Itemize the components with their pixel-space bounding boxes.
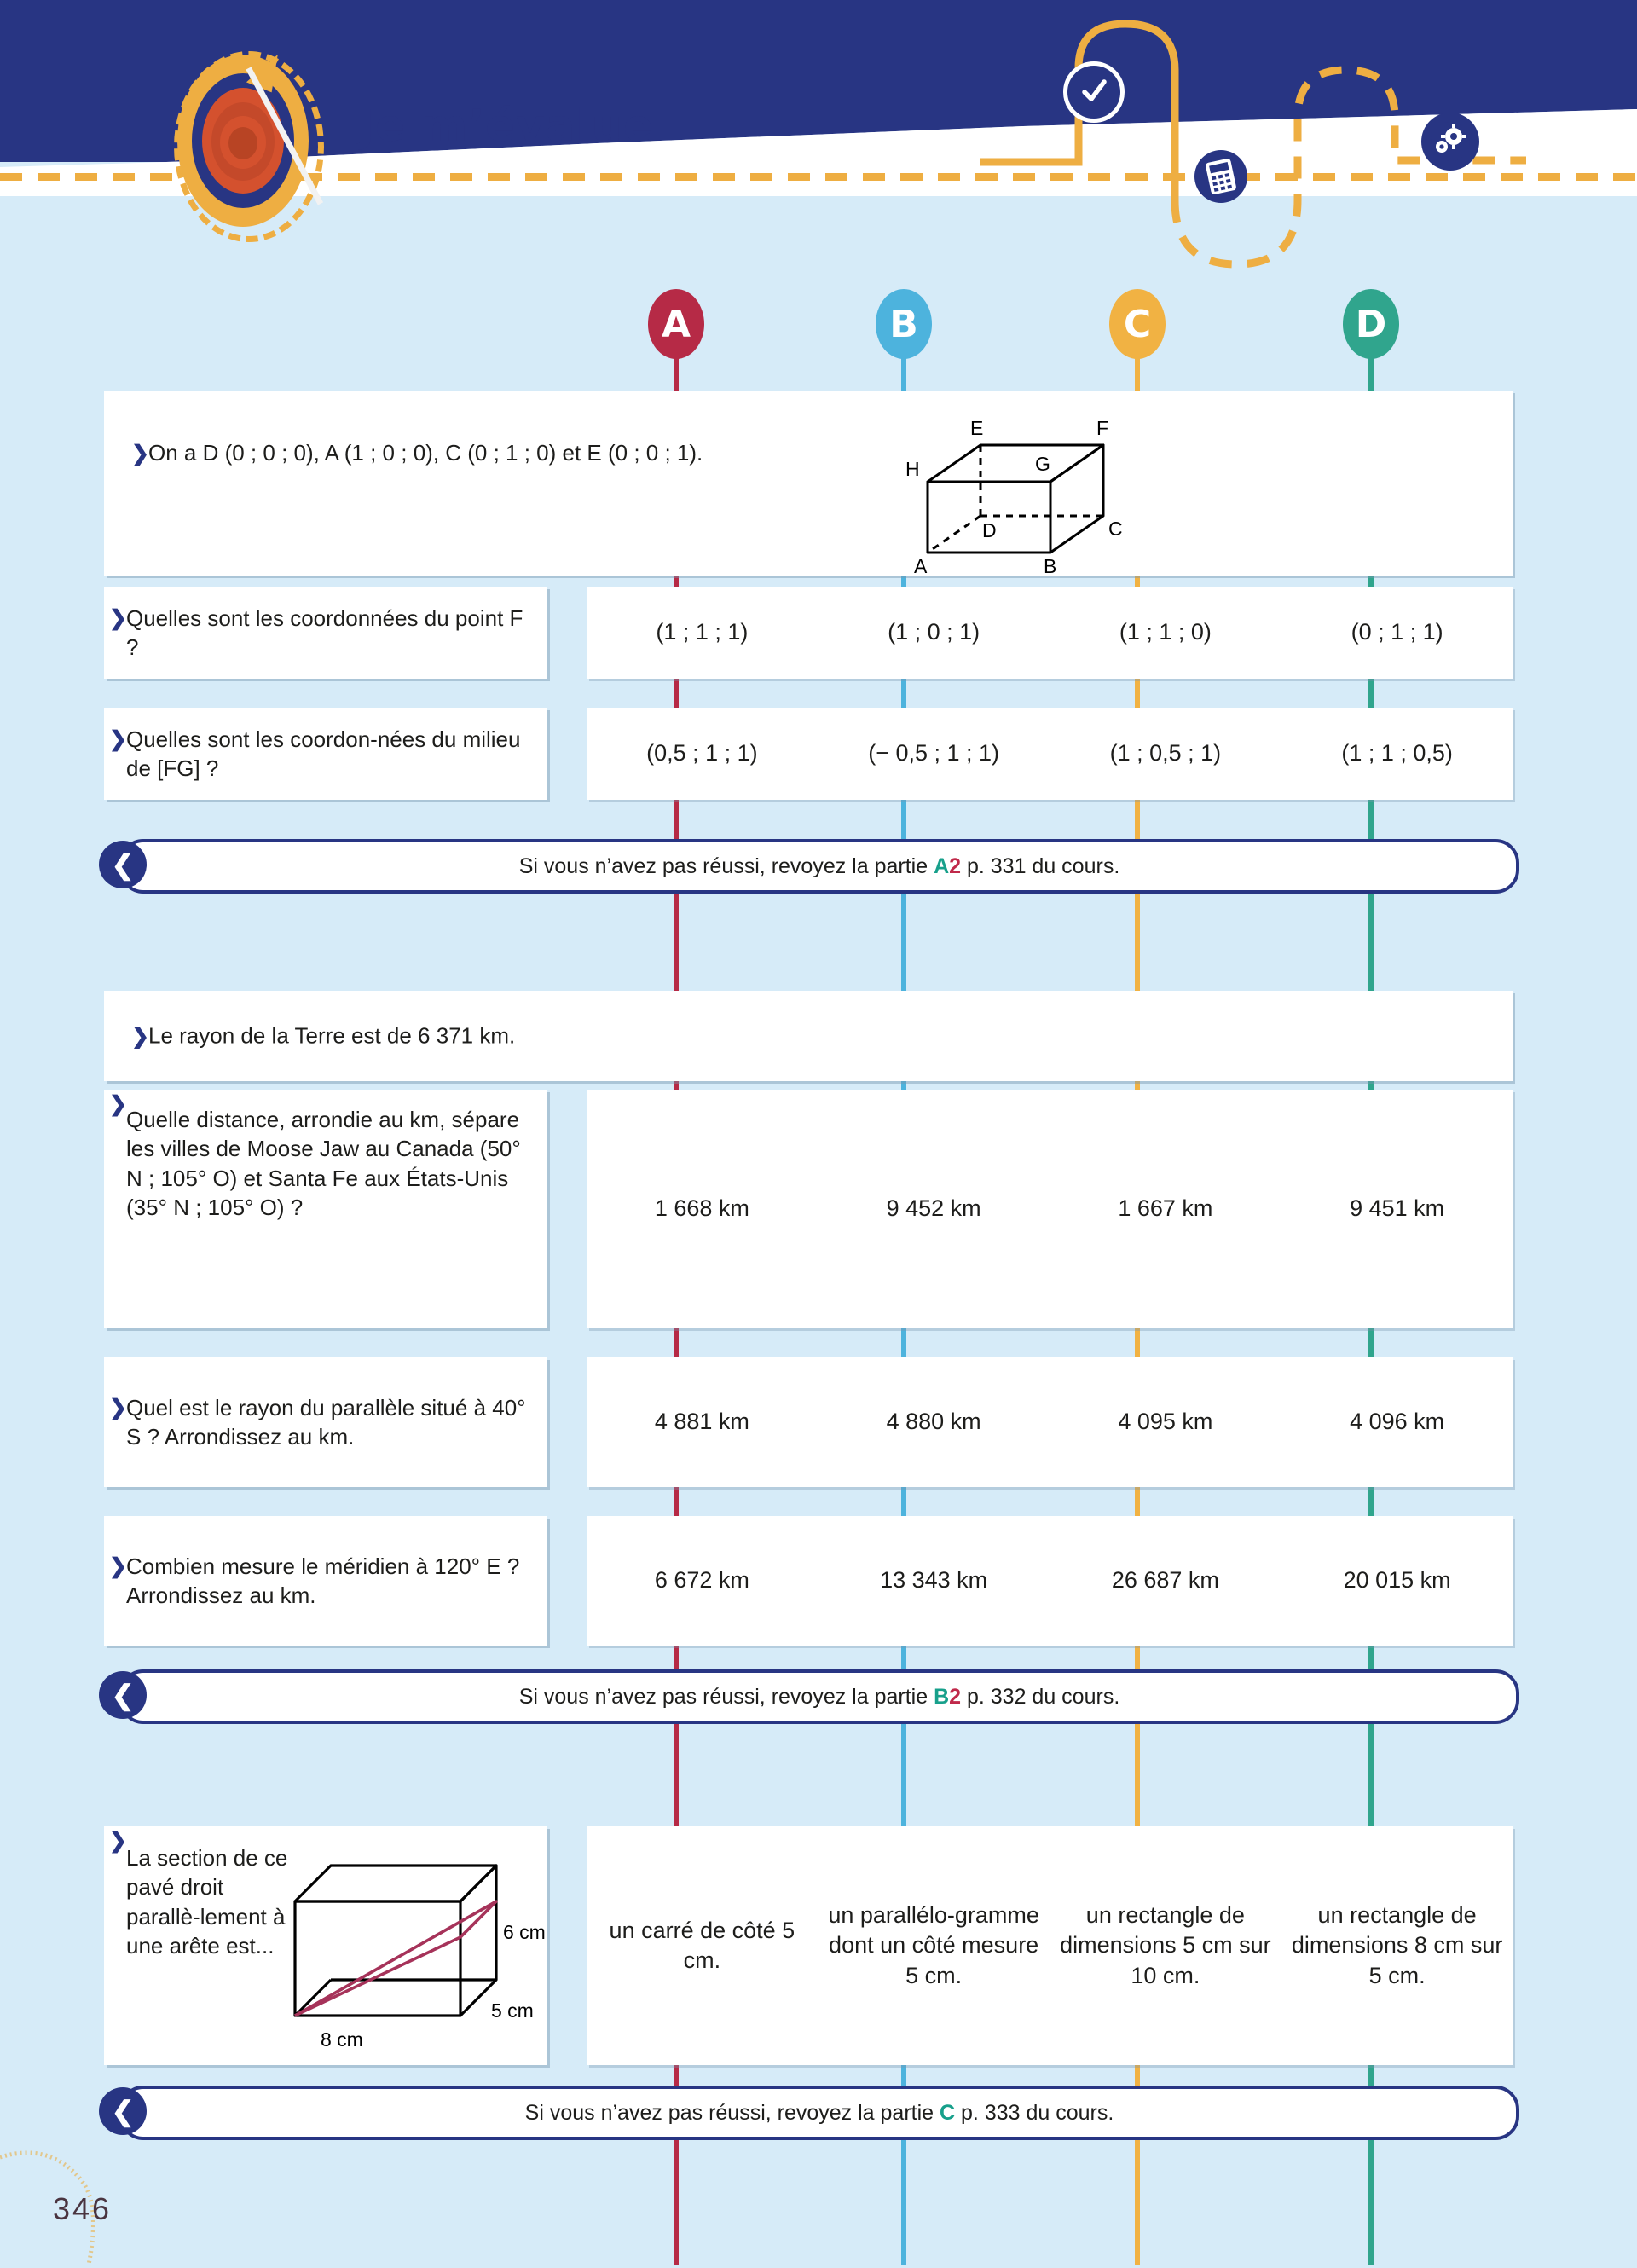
block-1-question-2-card: ❯ Quelles sont les coordon-­nées du mili… <box>104 708 547 800</box>
block-1-question-1-answers: (1 ; 1 ; 1) (1 ; 0 ; 1) (1 ; 1 ; 0) (0 ;… <box>587 587 1513 679</box>
answer-option-a[interactable]: (1 ; 1 ; 1) <box>587 587 818 679</box>
svg-text:6 cm: 6 cm <box>503 1921 546 1943</box>
block-2-question-2-answers: 4 881 km 4 880 km 4 095 km 4 096 km <box>587 1357 1513 1487</box>
block-1-hint-banner[interactable]: ❮ Si vous n’avez pas réussi, revoyez la … <box>99 839 1519 894</box>
block-2-question-3-card: ❯ Combien mesure le méridien à 120° E ? … <box>104 1516 547 1646</box>
cuboid-section-figure: 8 cm 6 cm 5 cm <box>293 1864 546 2051</box>
svg-text:C: C <box>1108 518 1123 540</box>
option-head-a[interactable]: A <box>648 289 704 359</box>
block-1-statement: ❯ On a D (0 ; 0 ; 0), A (1 ; 0 ; 0), C (… <box>104 391 1513 577</box>
chevron-right-icon: ❯ <box>109 605 127 630</box>
answer-option-b[interactable]: un parallélo-gramme dont un côté mesure … <box>818 1826 1050 2065</box>
chevron-right-icon: ❯ <box>109 1553 127 1578</box>
answer-option-d[interactable]: (1 ; 1 ; 0,5) <box>1341 740 1453 767</box>
footer-decorative-curve <box>0 2150 95 2265</box>
chevron-right-icon: ❯ <box>131 442 149 466</box>
block-2-statement: ❯ Le rayon de la Terre est de 6 371 km. <box>104 991 1513 1081</box>
calculator-icon <box>1194 150 1247 203</box>
answer-option-a[interactable]: 4 881 km <box>587 1357 818 1487</box>
page-header: Je m’évalue <box>0 0 1637 269</box>
answer-option-d[interactable]: 20 015 km <box>1343 1567 1451 1594</box>
block-3-hint-text: Si vous n’avez pas réussi, revoyez la pa… <box>524 2100 1114 2125</box>
block-2-question-1-answers: 1 668 km 9 452 km 1 667 km 9 451 km <box>587 1090 1513 1328</box>
answer-option-d[interactable]: 9 451 km <box>1350 1195 1445 1222</box>
answer-option-c[interactable]: (1 ; 0,5 ; 1) <box>1050 708 1282 800</box>
block-1-statement-text: ❯ On a D (0 ; 0 ; 0), A (1 ; 0 ; 0), C (… <box>131 440 703 466</box>
svg-text:5 cm: 5 cm <box>491 1999 534 2022</box>
block-2-question-2-text: ❯ Quel est le rayon du parallèle situé à… <box>109 1394 526 1449</box>
answer-option-c[interactable]: 26 687 km <box>1050 1516 1282 1646</box>
block-3-hint-banner[interactable]: ❮ Si vous n’avez pas réussi, revoyez la … <box>99 2086 1519 2140</box>
answer-option-d[interactable]: 4 096 km <box>1350 1409 1445 1435</box>
answer-option-d[interactable]: un rectangle de dimensions 8 cm sur 5 cm… <box>1291 1902 1503 1988</box>
block-3-question-1-text: ❯ La section de ce pavé droit parallè-le… <box>109 1829 288 1958</box>
block-2-hint-text: Si vous n’avez pas réussi, revoyez la pa… <box>518 1684 1120 1709</box>
block-2-statement-text: ❯ Le rayon de la Terre est de 6 371 km. <box>131 1022 516 1049</box>
check-circle-icon <box>1063 61 1125 123</box>
answer-option-c[interactable]: 1 667 km <box>1050 1090 1282 1328</box>
svg-text:8 cm: 8 cm <box>321 2028 363 2051</box>
block-2-question-3-answers: 6 672 km 13 343 km 26 687 km 20 015 km <box>587 1516 1513 1646</box>
block-1-hint-text: Si vous n’avez pas réussi, revoyez la pa… <box>518 853 1120 878</box>
option-head-b[interactable]: B <box>876 289 932 359</box>
cuboid-figure-abcdefgh: E F H G D C A B <box>905 417 1123 577</box>
answer-option-b[interactable]: 4 880 km <box>818 1357 1050 1487</box>
svg-text:A: A <box>914 555 928 577</box>
chevron-right-icon: ❯ <box>131 1024 149 1049</box>
chevron-right-icon: ❯ <box>109 1395 127 1420</box>
block-2-question-2-card: ❯ Quel est le rayon du parallèle situé à… <box>104 1357 547 1487</box>
answer-option-a[interactable]: (0,5 ; 1 ; 1) <box>587 708 818 800</box>
answer-option-c[interactable]: un rectangle de dimensions 5 cm sur 10 c… <box>1050 1826 1282 2065</box>
answer-option-b[interactable]: (− 0,5 ; 1 ; 1) <box>818 708 1050 800</box>
svg-text:G: G <box>1035 453 1050 475</box>
answer-option-b[interactable]: (1 ; 0 ; 1) <box>818 587 1050 679</box>
answer-option-d[interactable]: (0 ; 1 ; 1) <box>1351 619 1443 645</box>
block-1-question-2-text: ❯ Quelles sont les coordon-­nées du mili… <box>109 726 521 781</box>
block-1-question-2-answers: (0,5 ; 1 ; 1) (− 0,5 ; 1 ; 1) (1 ; 0,5 ;… <box>587 708 1513 800</box>
page-title: Je m’évalue <box>358 101 654 152</box>
block-3-question-1-card: ❯ La section de ce pavé droit parallè-le… <box>104 1826 547 2065</box>
block-2-question-3-text: ❯ Combien mesure le méridien à 120° E ? … <box>109 1553 520 1608</box>
svg-text:F: F <box>1096 417 1108 439</box>
answer-option-c[interactable]: 4 095 km <box>1050 1357 1282 1487</box>
block-1-question-1-text: ❯ Quelles sont les coordonnées du point … <box>109 605 523 660</box>
chevron-left-icon[interactable]: ❮ <box>99 1671 147 1719</box>
gears-globe-icon <box>1421 113 1479 171</box>
block-1-question-1-card: ❯ Quelles sont les coordonnées du point … <box>104 587 547 679</box>
chevron-left-icon[interactable]: ❮ <box>99 841 147 888</box>
answer-option-a[interactable]: 1 668 km <box>587 1090 818 1328</box>
block-2-question-1-card: ❯ Quelle distance, arrondie au km, sépar… <box>104 1090 547 1328</box>
svg-text:D: D <box>982 519 997 541</box>
block-2-hint-banner[interactable]: ❮ Si vous n’avez pas réussi, revoyez la … <box>99 1669 1519 1724</box>
header-connector-path <box>980 20 1526 269</box>
answer-option-b[interactable]: 13 343 km <box>818 1516 1050 1646</box>
svg-text:B: B <box>1044 555 1056 577</box>
header-dashed-rule <box>0 173 1637 181</box>
chevron-left-icon[interactable]: ❮ <box>99 2087 147 2135</box>
svg-text:E: E <box>970 417 983 439</box>
target-icon <box>167 41 324 242</box>
answer-option-a[interactable]: un carré de côté 5 cm. <box>587 1826 818 2065</box>
answer-option-b[interactable]: 9 452 km <box>818 1090 1050 1328</box>
chevron-right-icon: ❯ <box>109 726 127 751</box>
answer-option-a[interactable]: 6 672 km <box>587 1516 818 1646</box>
answer-option-c[interactable]: (1 ; 1 ; 0) <box>1050 587 1282 679</box>
chevron-right-icon: ❯ <box>109 1092 127 1116</box>
page-number: 346 <box>53 2191 113 2226</box>
option-head-c[interactable]: C <box>1109 289 1166 359</box>
block-3-question-1-answers: un carré de côté 5 cm. un parallélo-gram… <box>587 1826 1513 2065</box>
option-head-d[interactable]: D <box>1343 289 1399 359</box>
block-2-question-1-text: ❯ Quelle distance, arrondie au km, sépar… <box>109 1092 521 1220</box>
svg-text:H: H <box>905 458 920 480</box>
chevron-right-icon: ❯ <box>109 1829 127 1853</box>
